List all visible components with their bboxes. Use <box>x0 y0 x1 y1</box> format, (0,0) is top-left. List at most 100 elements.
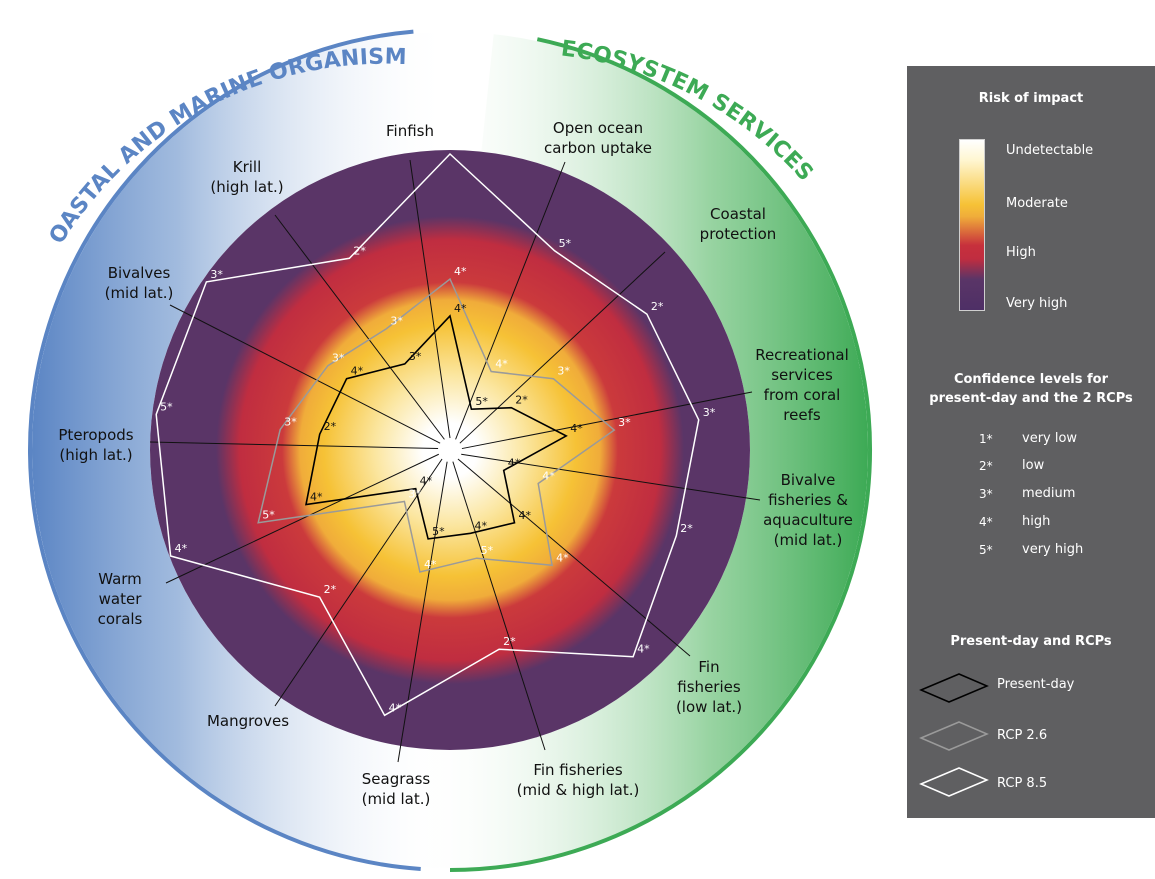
confidence-legend-title-line1: Confidence levels for <box>953 372 1109 387</box>
confidence-desc: very high <box>1022 542 1084 557</box>
confidence-desc: high <box>1022 514 1051 529</box>
rcp85-polygon <box>155 152 700 717</box>
confidence-desc: low <box>1022 458 1045 473</box>
confidence-label: 4* <box>454 265 467 278</box>
axis-spoke <box>459 251 666 444</box>
confidence-label: 4* <box>556 551 569 564</box>
risk-legend-title: Risk of impact <box>978 91 1084 106</box>
axis-spoke <box>455 161 566 440</box>
axis-spoke <box>274 458 443 707</box>
risk-level-moderate: Moderate <box>1006 196 1068 211</box>
axis-spoke <box>409 159 451 439</box>
axis-spoke <box>461 391 753 450</box>
confidence-label: 3* <box>210 268 223 281</box>
axis-label: Finfish <box>386 122 434 140</box>
present-day-legend-shape <box>919 673 989 703</box>
axis-spoke <box>274 214 445 440</box>
confidence-label: 4* <box>570 422 583 435</box>
rcp26-legend-label: RCP 2.6 <box>997 728 1048 743</box>
confidence-label: 4* <box>508 456 521 469</box>
axis-label: Krill (high lat.) <box>210 158 283 196</box>
confidence-key: 2* <box>979 459 993 473</box>
confidence-label: 3* <box>390 315 403 328</box>
axis-spoke <box>165 453 439 584</box>
confidence-label: 2* <box>651 300 664 313</box>
confidence-label: 3* <box>409 350 422 363</box>
confidence-label: 2* <box>515 394 528 407</box>
confidence-label: 2* <box>353 244 366 257</box>
axis-spoke <box>461 453 761 501</box>
axis-label: Mangroves <box>207 712 289 730</box>
rcp26-legend-shape <box>919 721 989 751</box>
confidence-labels: 4*5* 2*4*4*4*4*5*4*4*2*4*3*4*4*3*3*4*4*5*… <box>160 140 716 714</box>
confidence-label: 4* <box>420 475 433 488</box>
confidence-label: 4* <box>542 469 555 482</box>
axis-spoke <box>149 441 439 450</box>
confidence-label: 4* <box>518 509 531 522</box>
rcp85-legend-shape <box>919 767 989 797</box>
confidence-key: 3* <box>979 487 993 501</box>
axis-spoke <box>169 304 441 444</box>
axis-label: Recreational services from coral reefs <box>755 346 849 424</box>
services-arc <box>449 37 872 872</box>
risk-color-bar <box>959 139 985 311</box>
confidence-label: 4* <box>310 491 323 504</box>
outer-band <box>28 29 872 872</box>
confidence-label: 3* <box>618 416 631 429</box>
confidence-desc: medium <box>1022 486 1076 501</box>
risk-level-high: High <box>1006 245 1036 260</box>
organisms-band <box>31 32 450 868</box>
confidence-key: 5* <box>979 543 993 557</box>
confidence-legend-title-line2: present-day and the 2 RCPs <box>929 391 1133 406</box>
confidence-desc: very low <box>1022 431 1078 446</box>
legend-panel: Risk of impact Undetectable Moderate Hig… <box>907 66 1155 818</box>
confidence-label: 4* <box>475 519 488 532</box>
confidence-label: 2* <box>324 583 337 596</box>
confidence-label: 4* <box>495 357 508 370</box>
confidence-label: 4* <box>175 542 188 555</box>
axis-label: Pteropods (high lat.) <box>58 426 133 464</box>
present-day-polygon <box>304 314 568 540</box>
confidence-key: 4* <box>979 515 993 529</box>
risk-level-undetectable: Undetectable <box>1006 143 1094 158</box>
axis-labels: Finfish Open ocean carbon uptake Coastal pro… <box>58 119 853 808</box>
confidence-label: 3* <box>703 406 716 419</box>
scenario-legend-title: Present-day and RCPs <box>950 634 1112 649</box>
risk-disc <box>150 150 750 750</box>
risk-level-very-high: Very high <box>1006 296 1068 311</box>
rcp85-legend-label: RCP 8.5 <box>997 776 1048 791</box>
confidence-label: 3* <box>408 487 421 500</box>
axis-label: Fin fisheries (mid & high lat.) <box>517 761 640 799</box>
present-day-legend-label: Present-day <box>997 677 1075 692</box>
confidence-label: 5* <box>262 509 275 522</box>
axis-label: Seagrass (mid lat.) <box>362 770 431 808</box>
axis-label: Fin fisheries (low lat.) <box>676 658 742 716</box>
confidence-label: 4* <box>424 558 437 571</box>
confidence-label: 4* <box>389 701 402 714</box>
confidence-label: 2* <box>680 522 693 535</box>
axis-label: Bivalves (mid lat.) <box>105 264 174 302</box>
axis-label: Bivalve fisheries & aquaculture (mid lat.) <box>763 471 853 549</box>
services-band <box>413 34 868 868</box>
confidence-label: 4* <box>637 643 650 656</box>
confidence-label: 4* <box>454 302 467 315</box>
confidence-label: 5* <box>432 525 445 538</box>
confidence-label: 5* <box>475 395 488 408</box>
axis-label: Open ocean carbon uptake <box>544 119 652 157</box>
confidence-label: 5* <box>559 237 572 250</box>
confidence-key: 1* <box>979 432 993 446</box>
axis-spoke <box>452 461 546 751</box>
axis-spoke <box>397 461 448 763</box>
confidence-label: 3* <box>332 352 345 365</box>
axis-label: Warm water corals <box>98 570 143 628</box>
axis-spokes <box>149 159 761 763</box>
rcp26-polygon <box>257 277 616 573</box>
axis-spoke <box>457 458 691 657</box>
confidence-label: 5* <box>481 544 494 557</box>
confidence-label: 2* <box>503 635 516 648</box>
confidence-label: 3* <box>284 415 297 428</box>
confidence-label: 2* <box>324 420 337 433</box>
scenario-polygons <box>155 152 700 717</box>
confidence-label: 3* <box>557 365 570 378</box>
